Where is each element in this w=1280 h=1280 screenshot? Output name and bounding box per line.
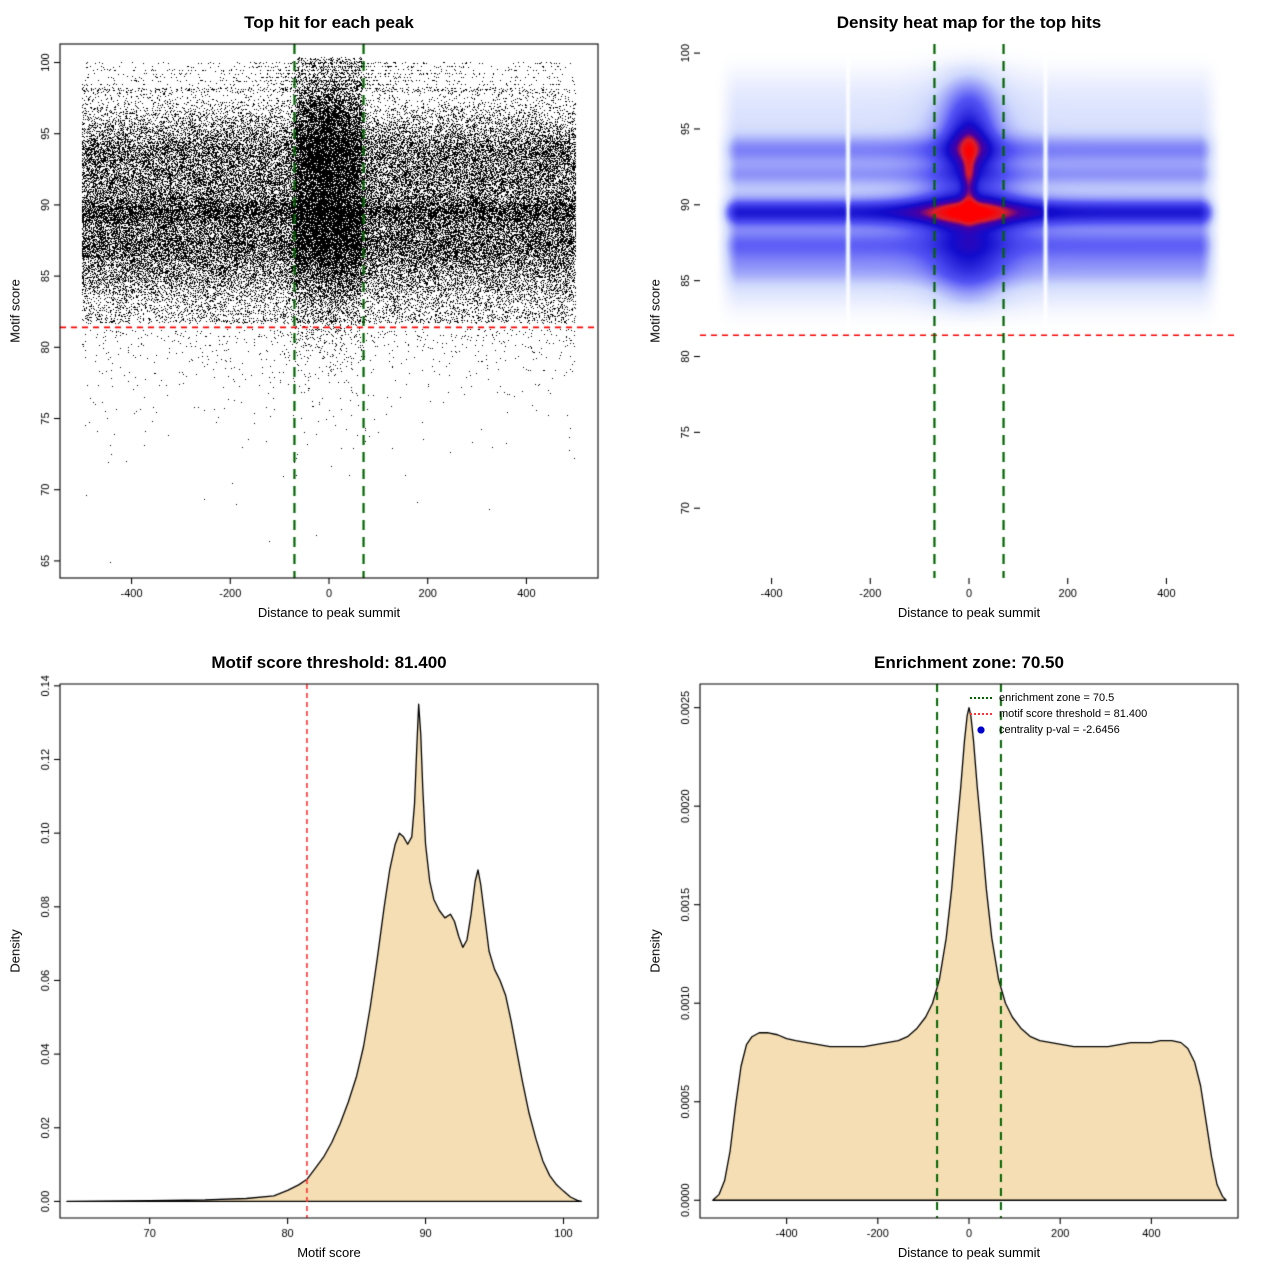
panel-density-heatmap: Density heat map for the top hits Distan… — [640, 0, 1280, 640]
x-axis-label: Distance to peak summit — [897, 1245, 1041, 1260]
chart-title: Density heat map for the top hits — [836, 13, 1102, 32]
x-axis-label: Motif score — [297, 1245, 361, 1260]
legend: enrichment zone = 70.5 motif score thres… — [970, 690, 1147, 738]
panel-top-hits-scatter: Top hit for each peak Distance to peak s… — [0, 0, 640, 640]
scatter-plot-canvas — [0, 0, 640, 640]
legend-item-centrality-pval: centrality p-val = -2.6456 — [970, 722, 1147, 738]
heatmap-canvas — [640, 0, 1280, 640]
panel-enrichment-zone: Enrichment zone: 70.50 Distance to peak … — [640, 640, 1280, 1280]
y-axis-label: Motif score — [647, 279, 663, 343]
legend-label: enrichment zone = 70.5 — [999, 692, 1115, 704]
legend-item-score-threshold: motif score threshold = 81.400 — [970, 706, 1147, 722]
chart-title: Motif score threshold: 81.400 — [211, 653, 447, 672]
legend-label: centrality p-val = -2.6456 — [999, 724, 1120, 736]
y-axis-label: Motif score — [7, 279, 23, 343]
x-axis-label: Distance to peak summit — [257, 605, 401, 620]
distance-density-canvas — [640, 640, 1280, 1280]
centrality-dot-swatch — [970, 725, 992, 735]
y-axis-label: Density — [7, 929, 23, 973]
enrichment-zone-line-swatch — [970, 697, 992, 699]
chart-title: Top hit for each peak — [244, 13, 414, 32]
chart-title: Enrichment zone: 70.50 — [874, 653, 1064, 672]
score-threshold-line-swatch — [970, 713, 992, 715]
legend-item-enrichment-zone: enrichment zone = 70.5 — [970, 690, 1147, 706]
score-density-canvas — [0, 640, 640, 1280]
x-axis-label: Distance to peak summit — [897, 605, 1041, 620]
legend-label: motif score threshold = 81.400 — [999, 708, 1148, 720]
panel-motif-score-threshold: Motif score threshold: 81.400 Motif scor… — [0, 640, 640, 1280]
y-axis-label: Density — [647, 929, 663, 973]
